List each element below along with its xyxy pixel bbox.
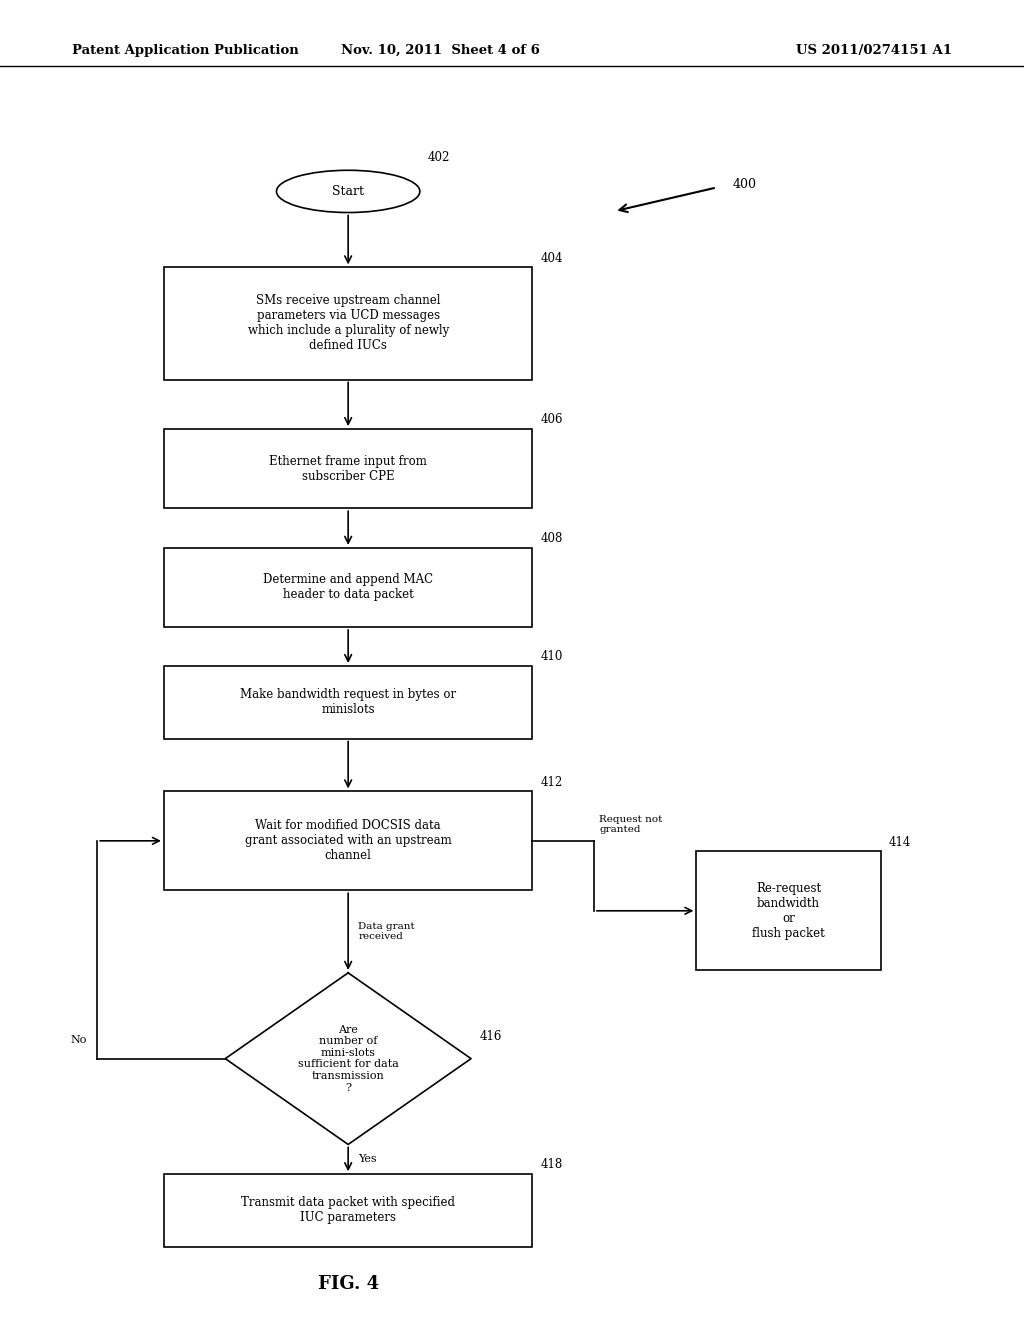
FancyBboxPatch shape [164,429,532,508]
Text: Ethernet frame input from
subscriber CPE: Ethernet frame input from subscriber CPE [269,454,427,483]
Text: 410: 410 [541,651,563,663]
FancyBboxPatch shape [164,667,532,739]
Text: Nov. 10, 2011  Sheet 4 of 6: Nov. 10, 2011 Sheet 4 of 6 [341,44,540,57]
Polygon shape [225,973,471,1144]
FancyBboxPatch shape [164,548,532,627]
Text: Patent Application Publication: Patent Application Publication [72,44,298,57]
Text: 402: 402 [428,150,451,164]
Text: 418: 418 [541,1159,563,1172]
Text: SMs receive upstream channel
parameters via UCD messages
which include a plurali: SMs receive upstream channel parameters … [248,294,449,352]
FancyBboxPatch shape [164,1175,532,1246]
Text: 416: 416 [479,1030,502,1043]
Text: Transmit data packet with specified
IUC parameters: Transmit data packet with specified IUC … [242,1196,455,1225]
Text: 404: 404 [541,252,563,264]
Text: 412: 412 [541,776,563,789]
Text: 414: 414 [889,836,911,849]
Text: Wait for modified DOCSIS data
grant associated with an upstream
channel: Wait for modified DOCSIS data grant asso… [245,820,452,862]
Text: FIG. 4: FIG. 4 [317,1275,379,1294]
Text: 406: 406 [541,413,563,426]
Text: 408: 408 [541,532,563,545]
Text: Yes: Yes [358,1154,377,1164]
FancyBboxPatch shape [164,267,532,380]
FancyBboxPatch shape [696,851,881,970]
Text: US 2011/0274151 A1: US 2011/0274151 A1 [797,44,952,57]
Text: Request not
granted: Request not granted [599,814,663,834]
Text: Start: Start [332,185,365,198]
Ellipse shape [276,170,420,213]
Text: Determine and append MAC
header to data packet: Determine and append MAC header to data … [263,573,433,602]
FancyBboxPatch shape [164,791,532,890]
Text: Make bandwidth request in bytes or
minislots: Make bandwidth request in bytes or minis… [240,688,457,717]
Text: Are
number of
mini-slots
sufficient for data
transmission
?: Are number of mini-slots sufficient for … [298,1024,398,1093]
Text: 400: 400 [732,178,756,191]
Text: Data grant
received: Data grant received [358,921,415,941]
Text: No: No [71,1035,87,1045]
Text: Re-request
bandwidth
or
flush packet: Re-request bandwidth or flush packet [752,882,825,940]
